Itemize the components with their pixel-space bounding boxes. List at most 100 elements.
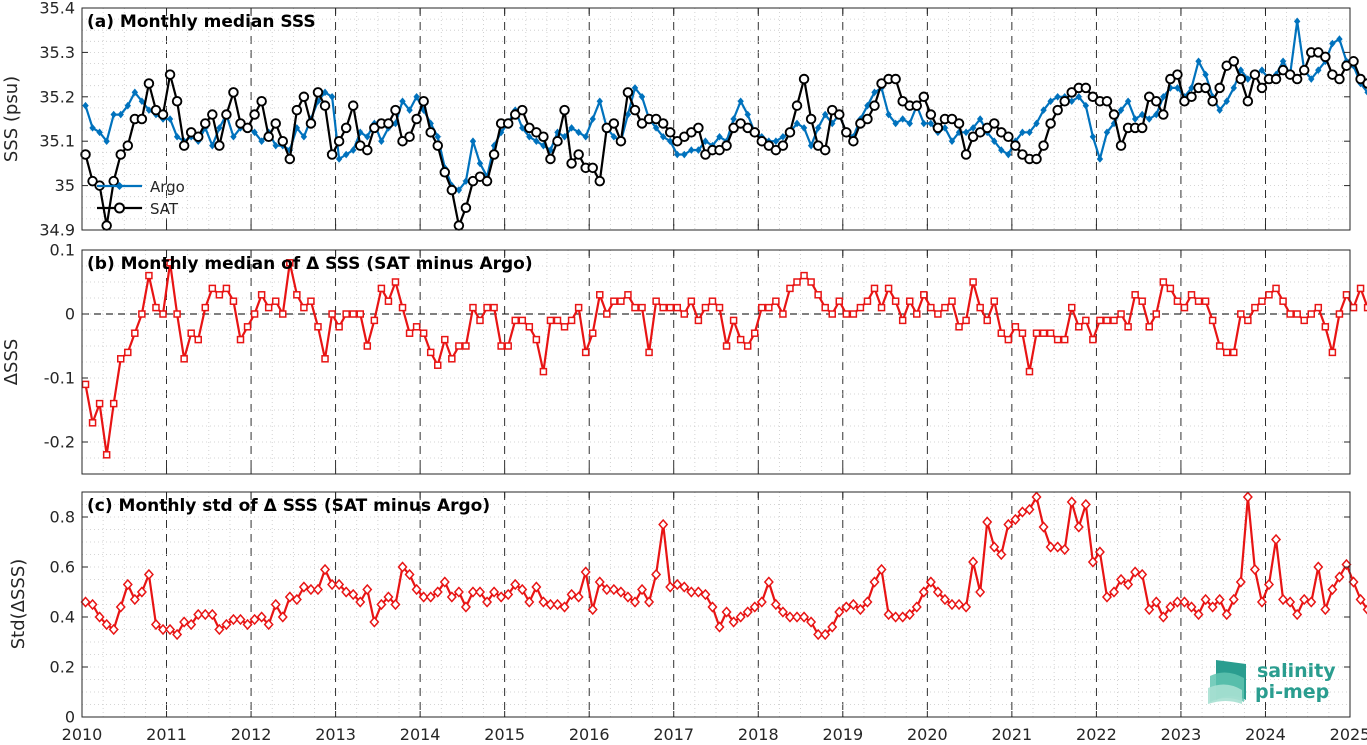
delta-sss-median-point <box>546 316 555 325</box>
argo-point <box>1047 97 1054 106</box>
sat-point <box>340 122 352 134</box>
delta-sss-std-point <box>1137 568 1148 581</box>
argo-point <box>927 119 935 128</box>
sat-point <box>1200 82 1211 94</box>
argo-point <box>1258 66 1266 74</box>
delta-sss-std-point <box>721 606 732 618</box>
delta-sss-median-point <box>1032 329 1041 337</box>
argo-point <box>793 119 801 128</box>
delta-sss-std-point <box>1073 521 1084 533</box>
panel-c-title: (c) Monthly std of Δ SSS (SAT minus Argo… <box>87 496 490 516</box>
panel-b-y-axis-label: ΔSSS <box>1 339 22 386</box>
delta-sss-median-point <box>131 329 139 337</box>
panel-a-frame <box>81 7 1351 231</box>
delta-sss-std-point <box>594 576 605 588</box>
delta-sss-std-point <box>150 618 161 631</box>
delta-sss-std-point <box>115 601 126 613</box>
delta-sss-std-point <box>277 611 288 623</box>
delta-sss-std-point <box>1313 561 1324 573</box>
x-tick-label: 2016 <box>569 725 610 744</box>
x-tick-label: 2018 <box>738 725 779 744</box>
sat-point <box>192 131 204 143</box>
delta-sss-std-point <box>918 586 929 598</box>
delta-sss-std-point <box>242 618 253 631</box>
delta-sss-std-point <box>975 586 986 598</box>
y-tick-label: -0.1 <box>44 369 75 388</box>
delta-sss-median-point <box>1258 297 1266 305</box>
delta-sss-std-point <box>848 598 859 611</box>
argo-point <box>350 146 357 154</box>
sat-point <box>108 175 119 187</box>
delta-sss-std-point <box>784 611 795 623</box>
delta-sss-median-point <box>1286 310 1294 318</box>
delta-sss-median-point <box>370 316 379 325</box>
delta-sss-median-point <box>596 291 604 299</box>
delta-sss-std-point <box>439 576 450 588</box>
x-tick-label: 2010 <box>62 725 103 744</box>
argo-point <box>561 132 568 141</box>
sat-point <box>164 69 176 80</box>
y-tick-label: 0.4 <box>50 608 75 627</box>
delta-sss-std-point <box>249 613 260 626</box>
sat-point <box>1235 73 1247 85</box>
sat-point <box>319 100 331 111</box>
argo-point <box>1054 93 1061 101</box>
delta-sss-median-point <box>109 399 118 408</box>
argo-point <box>103 137 110 145</box>
delta-sss-median-point <box>1159 278 1168 286</box>
delta-sss-std-point <box>193 608 204 621</box>
argo-point <box>631 84 639 92</box>
argo-point <box>1308 75 1315 83</box>
delta-sss-median-point <box>814 291 822 299</box>
y-tick-label: 0.2 <box>50 658 75 677</box>
delta-sss-median-point <box>1244 316 1252 325</box>
delta-sss-std-point <box>700 588 711 601</box>
delta-sss-median-point <box>652 297 660 305</box>
delta-sss-std-point <box>200 608 211 621</box>
delta-sss-median-point <box>715 303 724 312</box>
delta-sss-median-point <box>335 323 343 331</box>
delta-sss-median-point <box>772 297 780 305</box>
delta-sss-std-point <box>996 548 1007 561</box>
sat-point <box>1059 95 1070 107</box>
delta-sss-median-point <box>905 297 914 305</box>
delta-sss-median-point <box>469 303 477 312</box>
panel-a-y-axis-label: SSS (psu) <box>1 76 22 162</box>
delta-sss-median-point <box>356 310 365 318</box>
sat-point <box>594 175 606 187</box>
argo-point <box>540 141 547 150</box>
delta-sss-median-point <box>870 284 879 293</box>
delta-sss-std-point <box>946 598 957 611</box>
delta-sss-std-point <box>362 583 373 596</box>
argo-point <box>399 97 406 106</box>
sat-point <box>453 220 465 231</box>
delta-sss-median-point <box>941 303 949 312</box>
delta-sss-std-point <box>1017 506 1028 518</box>
sat-point <box>1334 73 1345 85</box>
delta-sss-median-point <box>891 297 900 305</box>
argo-point <box>526 132 533 141</box>
delta-sss-std-point <box>496 591 507 603</box>
y-tick-label: 0.6 <box>50 558 75 577</box>
sat-point <box>362 144 373 156</box>
delta-sss-std-point <box>1249 563 1260 576</box>
sat-point <box>439 167 451 178</box>
delta-sss-std-point <box>1094 546 1105 558</box>
delta-sss-median-point <box>328 310 336 318</box>
delta-sss-std-point <box>954 598 965 611</box>
delta-sss-median-point <box>88 419 97 427</box>
argo-point <box>138 97 146 106</box>
sat-point <box>777 140 789 151</box>
sat-point <box>1228 56 1240 67</box>
delta-sss-std-point <box>834 606 845 618</box>
panel-b-frame <box>81 249 1351 475</box>
sat-point <box>122 140 134 151</box>
argo-point <box>1223 97 1230 106</box>
argo-point <box>293 124 301 132</box>
delta-sss-median-point <box>800 271 808 280</box>
panel-a-y-ticks: 34.9 35 35.1 35.2 35.3 35.4 <box>39 0 1351 240</box>
argo-point <box>533 137 540 145</box>
sat-point <box>305 118 317 129</box>
delta-sss-median-point <box>321 355 329 363</box>
delta-sss-std-point <box>552 598 563 611</box>
